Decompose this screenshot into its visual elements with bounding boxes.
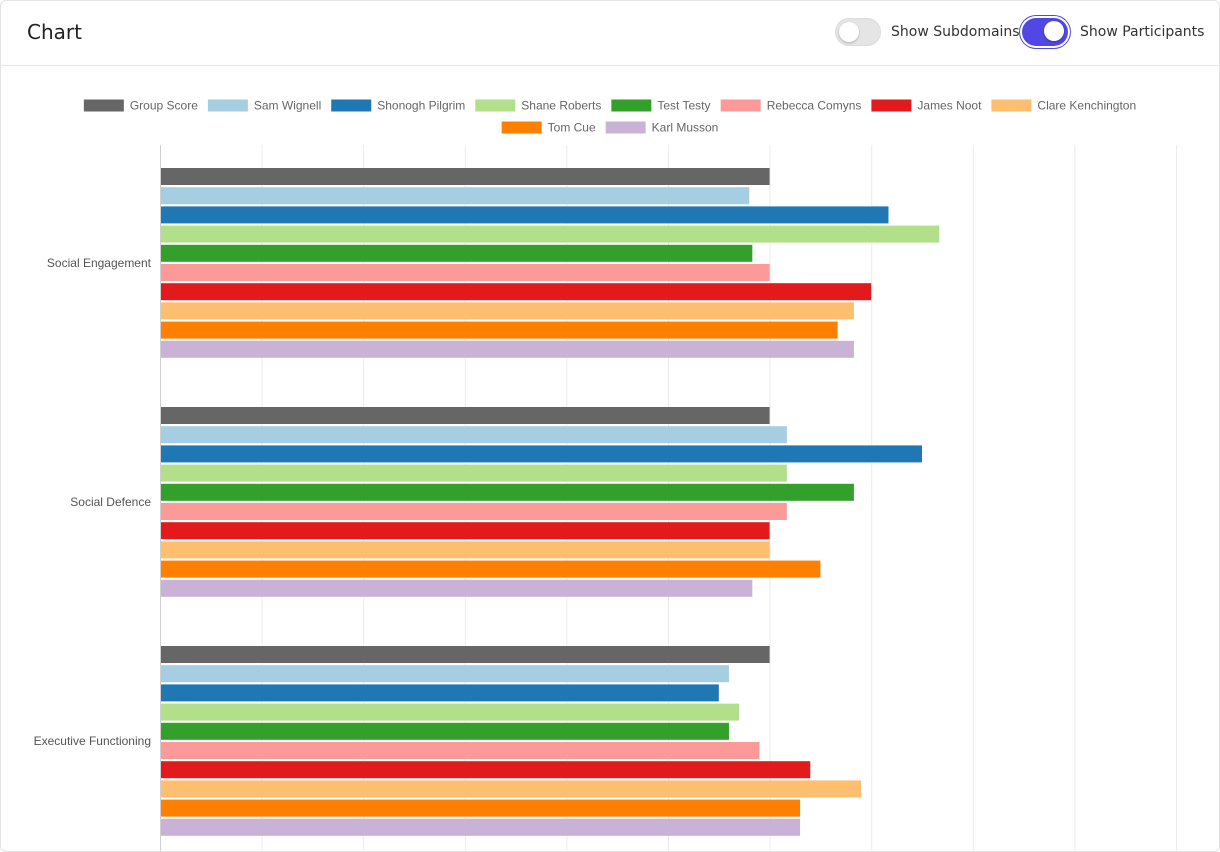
bar	[161, 426, 787, 444]
chart-area: Group Score Sam Wignell Shonogh Pilgrim Sha…	[1, 67, 1219, 851]
legend-swatch	[501, 121, 542, 134]
bar	[161, 168, 770, 185]
bar	[161, 340, 854, 358]
legend-swatch	[605, 121, 646, 134]
show-subdomains-switch[interactable]	[835, 18, 881, 46]
bar	[161, 187, 750, 205]
legend-swatch	[331, 99, 372, 112]
bar	[161, 579, 753, 597]
bar	[161, 742, 760, 759]
bar	[161, 646, 770, 663]
bar	[161, 541, 770, 559]
show-subdomains-toggle-group: Show Subdomains	[835, 18, 1020, 46]
bar	[161, 503, 787, 520]
legend-label: Clare Kenchington	[1037, 99, 1136, 113]
legend-swatch	[475, 99, 516, 112]
bar	[161, 483, 854, 501]
bar	[161, 302, 854, 320]
legend-swatch	[611, 99, 652, 112]
legend-swatch	[871, 99, 912, 112]
legend-swatch	[83, 99, 124, 112]
legend-label: Test Testy	[657, 99, 710, 113]
show-participants-toggle-group: Show Participants	[1022, 18, 1204, 46]
bar	[161, 722, 729, 740]
bar	[161, 206, 889, 224]
bar	[161, 264, 770, 281]
bar	[161, 761, 811, 779]
show-participants-label: Show Participants	[1080, 24, 1205, 40]
card-header: Chart Show Subdomains Show Participants	[1, 1, 1219, 66]
show-participants-switch[interactable]	[1022, 18, 1068, 46]
bar	[161, 283, 872, 301]
bar	[161, 703, 740, 721]
legend-label: Shonogh Pilgrim	[377, 99, 465, 113]
bar	[161, 818, 801, 836]
legend-label: Group Score	[130, 99, 198, 113]
legend-swatch	[207, 99, 248, 112]
bar-chart: Group Score Sam Wignell Shonogh Pilgrim Sha…	[34, 99, 1177, 851]
legend-label: Shane Roberts	[521, 99, 601, 113]
bar	[161, 560, 821, 578]
category-tick-label: Social Engagement	[47, 256, 152, 270]
legend-label: Tom Cue	[548, 121, 596, 135]
legend-swatch	[720, 99, 761, 112]
category-tick-label: Social Defence	[70, 495, 151, 509]
legend-swatch	[991, 99, 1032, 112]
bar	[161, 665, 729, 683]
bar	[161, 464, 787, 482]
show-subdomains-label: Show Subdomains	[891, 24, 1020, 40]
switch-knob	[1044, 21, 1064, 41]
bar	[161, 684, 719, 702]
legend-label: Rebecca Comyns	[767, 99, 862, 113]
bar	[161, 244, 753, 262]
bar	[161, 407, 770, 424]
bar	[161, 225, 940, 243]
bar	[161, 321, 838, 339]
switch-knob	[839, 22, 859, 42]
legend-label: Sam Wignell	[254, 99, 321, 113]
bar	[161, 445, 922, 463]
page-title: Chart	[27, 20, 82, 44]
bar	[161, 522, 770, 540]
category-tick-label: Executive Functioning	[34, 734, 151, 748]
legend-label: James Noot	[917, 99, 982, 113]
bar	[161, 780, 862, 798]
bar	[161, 799, 801, 817]
legend-label: Karl Musson	[652, 121, 719, 135]
